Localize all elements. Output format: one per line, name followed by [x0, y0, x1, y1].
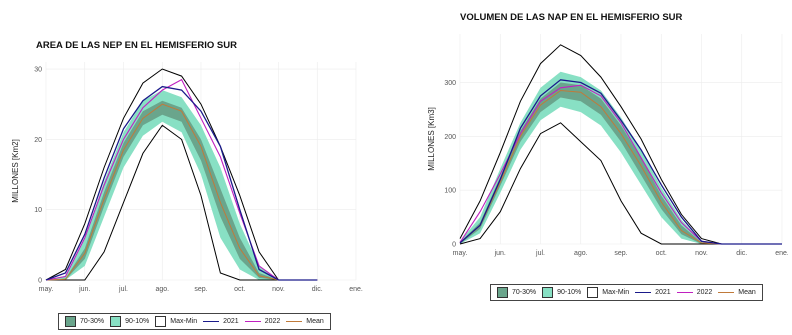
volume-x-tick-label: ago.: [574, 250, 588, 257]
area-max-line: [45, 68, 318, 281]
area-chart-title: AREA DE LAS NEP EN EL HEMISFERIO SUR: [36, 40, 237, 51]
volume-legend-swatch: [497, 287, 508, 298]
volume-x-tick-label: dic.: [736, 250, 747, 257]
area-legend-label: 70-30%: [80, 318, 105, 325]
area-legend-item: Mean: [286, 318, 324, 325]
area-x-tick-label: ago.: [155, 286, 169, 293]
area-chart: may. jun. jul. ago. sep. oct. nov. dic. ene. 0 10 2…: [11, 62, 363, 293]
area-x-tick-label: jun.: [78, 286, 90, 293]
volume-chart: may. jun. jul. ago. sep. oct. nov. dic. ene. 0 100…: [427, 34, 788, 257]
area-y-tick-label: 30: [34, 67, 42, 74]
volume-x-tick-label: jul.: [535, 250, 545, 257]
area-x-tick-label: nov.: [272, 286, 285, 293]
volume-series-2021-line: [459, 79, 782, 245]
area-x-tick-label: oct.: [234, 286, 245, 293]
volume-y-tick-label: 100: [444, 188, 456, 195]
area-y-axis-label: MILLONES [Km2]: [11, 139, 20, 203]
volume-legend-item: 2022: [676, 289, 713, 296]
volume-legend-item: Max-Min: [587, 287, 629, 298]
volume-legend-label: 70-30%: [512, 289, 537, 296]
volume-legend-swatch: [542, 287, 554, 298]
area-mean-line: [45, 103, 318, 281]
volume-legend-swatch: [635, 292, 652, 293]
volume-y-tick-label: 0: [452, 242, 456, 249]
area-series-2022-line: [45, 78, 318, 281]
area-y-tick-label: 0: [38, 278, 42, 285]
volume-x-tick-label: oct.: [656, 250, 667, 257]
area-legend-item: 70-30%: [65, 316, 104, 327]
area-legend-label: 90-10%: [125, 318, 150, 325]
area-legend-swatch: [110, 316, 122, 327]
volume-legend-label: 90-10%: [557, 289, 582, 296]
volume-y-axis-label: MILLONES [Km3]: [427, 107, 436, 171]
volume-legend-item: 70-30%: [497, 287, 536, 298]
area-legend-swatch: [203, 321, 220, 322]
volume-x-tick-label: ene.: [775, 250, 788, 257]
area-series-2021-line: [45, 85, 318, 281]
area-legend-swatch: [286, 321, 303, 322]
volume-chart-legend: 70-30% 90-10% Max-Min 2021 2022 Mean: [490, 284, 763, 301]
volume-legend-swatch: [718, 292, 735, 293]
area-x-tick-label: may.: [39, 286, 54, 293]
volume-legend-item: 90-10%: [542, 287, 581, 298]
volume-legend-label: 2022: [696, 289, 713, 296]
volume-x-tick-label: sep.: [614, 250, 627, 257]
area-legend-label: 2021: [223, 318, 239, 325]
volume-legend-label: Mean: [738, 289, 756, 296]
area-x-tick-label: jul.: [118, 286, 128, 293]
area-legend-label: Mean: [306, 318, 324, 325]
volume-band-90-10: [460, 71, 782, 244]
area-legend-swatch: [244, 321, 261, 322]
volume-legend-item: Mean: [718, 289, 756, 296]
area-x-tick-label: ene.: [349, 286, 363, 293]
area-y-tick-label: 10: [34, 207, 42, 214]
volume-y-tick-label: 300: [444, 80, 456, 87]
area-legend-swatch: [155, 316, 167, 327]
area-y-tick-label: 20: [34, 137, 42, 144]
area-legend-swatch: [65, 316, 76, 327]
volume-legend-label: 2021: [655, 289, 671, 296]
area-legend-item: 2021: [203, 318, 239, 325]
volume-legend-swatch: [676, 292, 693, 293]
volume-chart-title: VOLUMEN DE LAS NAP EN EL HEMISFERIO SUR: [460, 12, 683, 23]
area-legend-item: 90-10%: [110, 316, 149, 327]
area-legend-item: Max-Min: [155, 316, 197, 327]
volume-x-tick-label: nov.: [695, 250, 708, 257]
volume-legend-swatch: [587, 287, 599, 298]
area-min-line: [46, 124, 318, 281]
volume-legend-item: 2021: [635, 289, 671, 296]
area-legend-item: 2022: [244, 318, 281, 325]
area-legend-label: Max-Min: [170, 318, 198, 325]
area-chart-legend: 70-30% 90-10% Max-Min 2021 2022 Mean: [58, 313, 331, 330]
area-legend-label: 2022: [264, 318, 281, 325]
volume-legend-label: Max-Min: [602, 289, 630, 296]
area-x-tick-label: dic.: [312, 286, 323, 293]
area-x-tick-label: sep.: [194, 286, 207, 293]
volume-y-tick-label: 200: [444, 134, 456, 141]
volume-x-tick-label: may.: [453, 250, 468, 257]
volume-x-tick-label: jun.: [494, 250, 506, 257]
